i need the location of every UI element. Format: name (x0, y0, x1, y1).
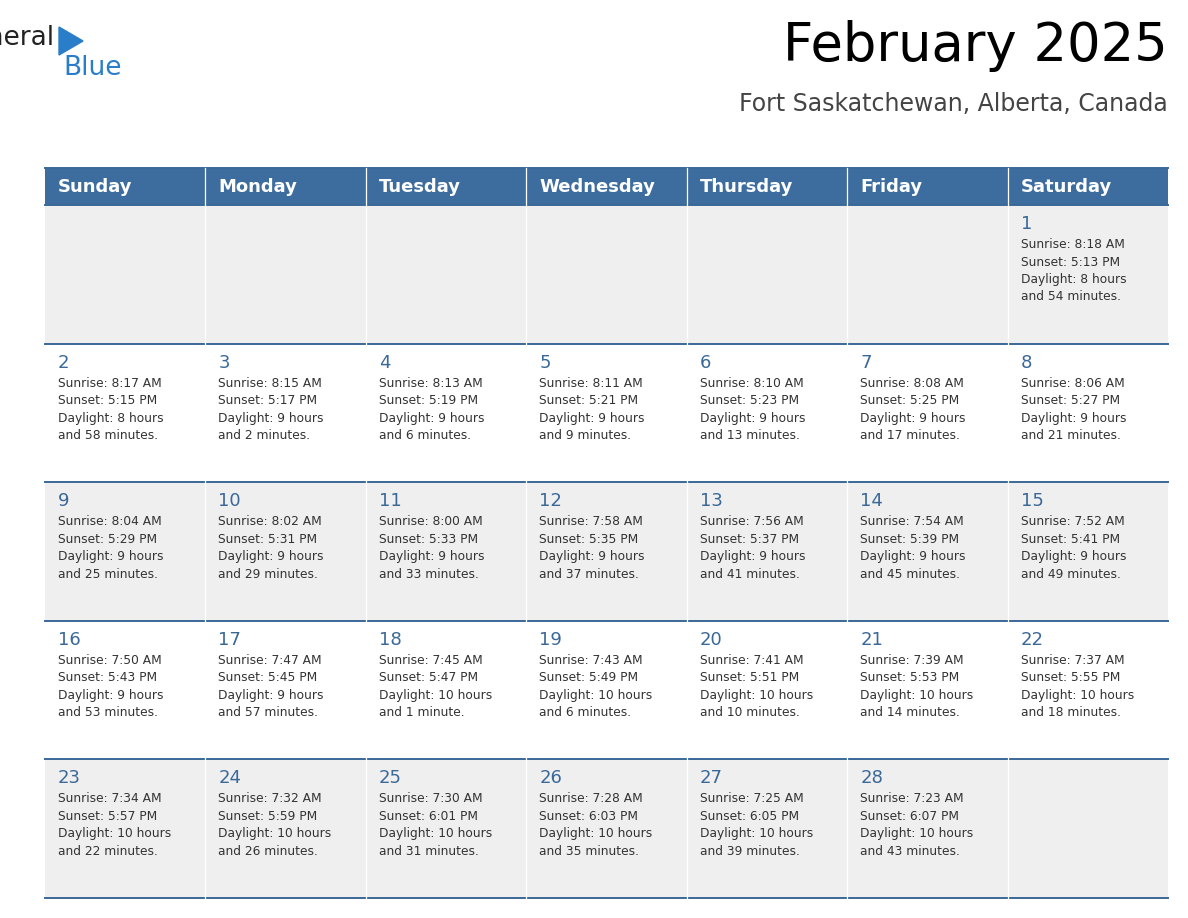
Text: Sunrise: 7:56 AM
Sunset: 5:37 PM
Daylight: 9 hours
and 41 minutes.: Sunrise: 7:56 AM Sunset: 5:37 PM Dayligh… (700, 515, 805, 581)
Text: Sunrise: 7:30 AM
Sunset: 6:01 PM
Daylight: 10 hours
and 31 minutes.: Sunrise: 7:30 AM Sunset: 6:01 PM Dayligh… (379, 792, 492, 858)
Text: Blue: Blue (63, 55, 121, 81)
Text: Wednesday: Wednesday (539, 177, 655, 196)
Text: 17: 17 (219, 631, 241, 649)
Text: Sunrise: 7:37 AM
Sunset: 5:55 PM
Daylight: 10 hours
and 18 minutes.: Sunrise: 7:37 AM Sunset: 5:55 PM Dayligh… (1020, 654, 1133, 720)
Bar (45, 168, 1168, 205)
Text: 3: 3 (219, 353, 230, 372)
Text: 11: 11 (379, 492, 402, 510)
Text: 26: 26 (539, 769, 562, 788)
Text: Monday: Monday (219, 177, 297, 196)
Text: 12: 12 (539, 492, 562, 510)
Text: Sunrise: 8:02 AM
Sunset: 5:31 PM
Daylight: 9 hours
and 29 minutes.: Sunrise: 8:02 AM Sunset: 5:31 PM Dayligh… (219, 515, 324, 581)
Text: 8: 8 (1020, 353, 1032, 372)
Text: Friday: Friday (860, 177, 922, 196)
Text: 15: 15 (1020, 492, 1043, 510)
Text: Sunrise: 7:54 AM
Sunset: 5:39 PM
Daylight: 9 hours
and 45 minutes.: Sunrise: 7:54 AM Sunset: 5:39 PM Dayligh… (860, 515, 966, 581)
Bar (45, 343, 1168, 482)
Text: Sunrise: 7:47 AM
Sunset: 5:45 PM
Daylight: 9 hours
and 57 minutes.: Sunrise: 7:47 AM Sunset: 5:45 PM Dayligh… (219, 654, 324, 720)
Text: 18: 18 (379, 631, 402, 649)
Text: Sunrise: 7:41 AM
Sunset: 5:51 PM
Daylight: 10 hours
and 10 minutes.: Sunrise: 7:41 AM Sunset: 5:51 PM Dayligh… (700, 654, 813, 720)
Text: Sunrise: 8:06 AM
Sunset: 5:27 PM
Daylight: 9 hours
and 21 minutes.: Sunrise: 8:06 AM Sunset: 5:27 PM Dayligh… (1020, 376, 1126, 442)
Text: Sunrise: 8:13 AM
Sunset: 5:19 PM
Daylight: 9 hours
and 6 minutes.: Sunrise: 8:13 AM Sunset: 5:19 PM Dayligh… (379, 376, 485, 442)
Text: Sunrise: 7:43 AM
Sunset: 5:49 PM
Daylight: 10 hours
and 6 minutes.: Sunrise: 7:43 AM Sunset: 5:49 PM Dayligh… (539, 654, 652, 720)
Text: Sunrise: 7:52 AM
Sunset: 5:41 PM
Daylight: 9 hours
and 49 minutes.: Sunrise: 7:52 AM Sunset: 5:41 PM Dayligh… (1020, 515, 1126, 581)
Text: Sunrise: 8:08 AM
Sunset: 5:25 PM
Daylight: 9 hours
and 17 minutes.: Sunrise: 8:08 AM Sunset: 5:25 PM Dayligh… (860, 376, 966, 442)
Text: Sunrise: 8:18 AM
Sunset: 5:13 PM
Daylight: 8 hours
and 54 minutes.: Sunrise: 8:18 AM Sunset: 5:13 PM Dayligh… (1020, 238, 1126, 304)
Text: Sunrise: 7:50 AM
Sunset: 5:43 PM
Daylight: 9 hours
and 53 minutes.: Sunrise: 7:50 AM Sunset: 5:43 PM Dayligh… (58, 654, 164, 720)
Text: Sunrise: 7:45 AM
Sunset: 5:47 PM
Daylight: 10 hours
and 1 minute.: Sunrise: 7:45 AM Sunset: 5:47 PM Dayligh… (379, 654, 492, 720)
Bar (45, 482, 1168, 621)
Text: Sunrise: 7:58 AM
Sunset: 5:35 PM
Daylight: 9 hours
and 37 minutes.: Sunrise: 7:58 AM Sunset: 5:35 PM Dayligh… (539, 515, 645, 581)
Text: Saturday: Saturday (1020, 177, 1112, 196)
Text: 1: 1 (1020, 215, 1032, 233)
Text: Sunrise: 7:28 AM
Sunset: 6:03 PM
Daylight: 10 hours
and 35 minutes.: Sunrise: 7:28 AM Sunset: 6:03 PM Dayligh… (539, 792, 652, 858)
Text: Sunrise: 7:39 AM
Sunset: 5:53 PM
Daylight: 10 hours
and 14 minutes.: Sunrise: 7:39 AM Sunset: 5:53 PM Dayligh… (860, 654, 973, 720)
Text: February 2025: February 2025 (783, 20, 1168, 72)
Text: 7: 7 (860, 353, 872, 372)
Text: 10: 10 (219, 492, 241, 510)
Text: 27: 27 (700, 769, 722, 788)
Text: General: General (0, 25, 55, 51)
Text: 24: 24 (219, 769, 241, 788)
Text: 25: 25 (379, 769, 402, 788)
Text: Tuesday: Tuesday (379, 177, 461, 196)
Text: 23: 23 (58, 769, 81, 788)
Text: Sunrise: 8:00 AM
Sunset: 5:33 PM
Daylight: 9 hours
and 33 minutes.: Sunrise: 8:00 AM Sunset: 5:33 PM Dayligh… (379, 515, 485, 581)
Text: Sunrise: 7:34 AM
Sunset: 5:57 PM
Daylight: 10 hours
and 22 minutes.: Sunrise: 7:34 AM Sunset: 5:57 PM Dayligh… (58, 792, 171, 858)
Text: Sunrise: 8:17 AM
Sunset: 5:15 PM
Daylight: 8 hours
and 58 minutes.: Sunrise: 8:17 AM Sunset: 5:15 PM Dayligh… (58, 376, 164, 442)
Text: 20: 20 (700, 631, 722, 649)
Text: Sunday: Sunday (58, 177, 133, 196)
Bar (45, 621, 1168, 759)
Text: 13: 13 (700, 492, 722, 510)
Text: Sunrise: 8:11 AM
Sunset: 5:21 PM
Daylight: 9 hours
and 9 minutes.: Sunrise: 8:11 AM Sunset: 5:21 PM Dayligh… (539, 376, 645, 442)
Text: 22: 22 (1020, 631, 1043, 649)
Text: 21: 21 (860, 631, 883, 649)
Text: 5: 5 (539, 353, 551, 372)
Text: 28: 28 (860, 769, 883, 788)
Text: 2: 2 (58, 353, 70, 372)
Text: Sunrise: 8:10 AM
Sunset: 5:23 PM
Daylight: 9 hours
and 13 minutes.: Sunrise: 8:10 AM Sunset: 5:23 PM Dayligh… (700, 376, 805, 442)
Text: 16: 16 (58, 631, 81, 649)
Text: Sunrise: 7:32 AM
Sunset: 5:59 PM
Daylight: 10 hours
and 26 minutes.: Sunrise: 7:32 AM Sunset: 5:59 PM Dayligh… (219, 792, 331, 858)
Text: Sunrise: 8:04 AM
Sunset: 5:29 PM
Daylight: 9 hours
and 25 minutes.: Sunrise: 8:04 AM Sunset: 5:29 PM Dayligh… (58, 515, 164, 581)
Text: 19: 19 (539, 631, 562, 649)
Text: Sunrise: 8:15 AM
Sunset: 5:17 PM
Daylight: 9 hours
and 2 minutes.: Sunrise: 8:15 AM Sunset: 5:17 PM Dayligh… (219, 376, 324, 442)
Text: 14: 14 (860, 492, 883, 510)
Text: 6: 6 (700, 353, 712, 372)
Bar (45, 205, 1168, 343)
Text: 9: 9 (58, 492, 70, 510)
Text: Sunrise: 7:25 AM
Sunset: 6:05 PM
Daylight: 10 hours
and 39 minutes.: Sunrise: 7:25 AM Sunset: 6:05 PM Dayligh… (700, 792, 813, 858)
Text: Thursday: Thursday (700, 177, 794, 196)
Polygon shape (59, 27, 83, 55)
Text: Fort Saskatchewan, Alberta, Canada: Fort Saskatchewan, Alberta, Canada (739, 92, 1168, 116)
Text: Sunrise: 7:23 AM
Sunset: 6:07 PM
Daylight: 10 hours
and 43 minutes.: Sunrise: 7:23 AM Sunset: 6:07 PM Dayligh… (860, 792, 973, 858)
Text: 4: 4 (379, 353, 391, 372)
Bar (45, 759, 1168, 898)
